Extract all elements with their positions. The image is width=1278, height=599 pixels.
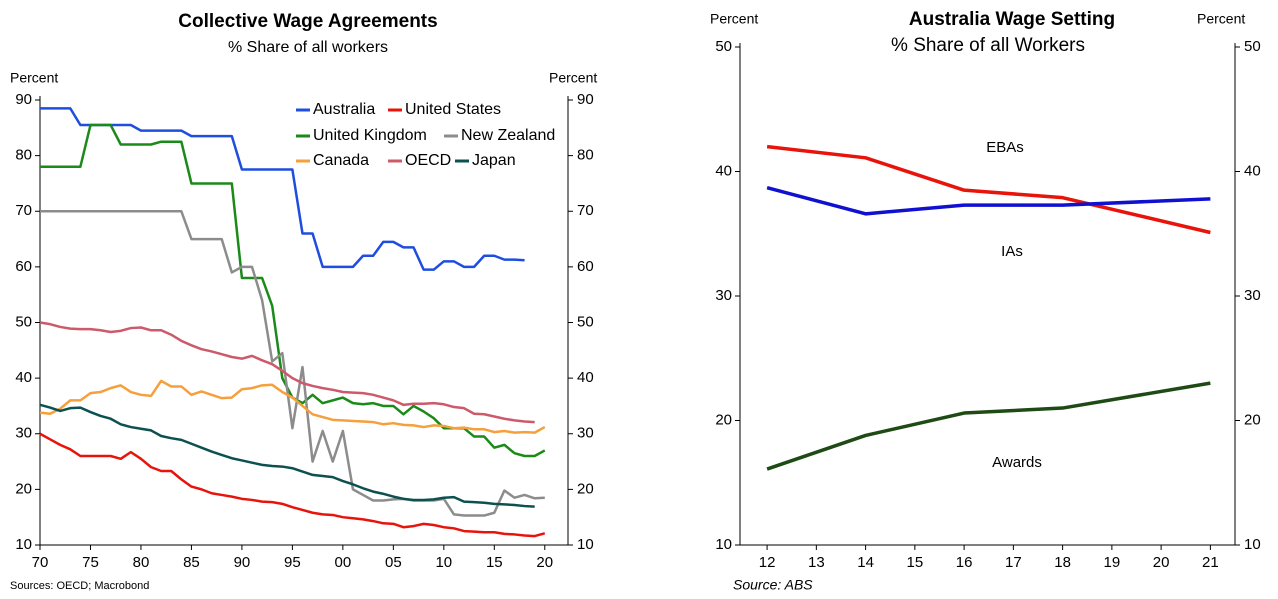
y-tick-label: 30 <box>715 287 732 304</box>
y-tick-label: 90 <box>15 91 32 108</box>
x-tick-label: 20 <box>536 554 553 571</box>
x-tick-label: 10 <box>435 554 452 571</box>
chart-subtitle: % Share of all Workers <box>891 35 1085 56</box>
y2-axis-label: Percent <box>1197 11 1245 27</box>
x-tick-label: 12 <box>759 554 776 571</box>
legend-label: Canada <box>313 152 369 169</box>
x-tick-label: 18 <box>1054 554 1071 571</box>
y2-tick-label: 40 <box>577 369 594 386</box>
chart-title: Collective Wage Agreements <box>178 11 437 32</box>
y-tick-label: 60 <box>15 258 32 275</box>
x-tick-label: 85 <box>183 554 200 571</box>
y2-tick-label: 20 <box>1244 411 1261 428</box>
y2-tick-label: 80 <box>577 147 594 164</box>
series-line <box>39 432 546 538</box>
y2-tick-label: 10 <box>1244 536 1261 553</box>
chart-subtitle: % Share of all workers <box>228 39 388 56</box>
y-tick-label: 30 <box>15 425 32 442</box>
series-line <box>39 403 535 508</box>
y-axis-label: Percent <box>10 70 58 86</box>
legend-label: New Zealand <box>461 127 555 144</box>
legend-label: Australia <box>313 101 375 118</box>
y-tick-label: 10 <box>715 536 732 553</box>
y2-axis-label: Percent <box>549 70 597 86</box>
x-tick-label: 70 <box>32 554 49 571</box>
series-label: IAs <box>1001 243 1023 260</box>
series-label: EBAs <box>986 139 1024 156</box>
series-line <box>40 210 545 517</box>
series-line <box>766 144 1211 235</box>
x-tick-label: 20 <box>1153 554 1170 571</box>
series-line <box>40 107 525 271</box>
series-line <box>39 379 546 434</box>
y2-tick-label: 30 <box>1244 287 1261 304</box>
y-tick-label: 20 <box>715 411 732 428</box>
series-line <box>39 321 535 424</box>
y2-tick-label: 50 <box>577 313 594 330</box>
y2-tick-label: 40 <box>1244 162 1261 179</box>
legend-label: OECD <box>405 152 451 169</box>
x-tick-label: 80 <box>133 554 150 571</box>
x-tick-label: 95 <box>284 554 301 571</box>
x-tick-label: 90 <box>234 554 251 571</box>
y-tick-label: 80 <box>15 147 32 164</box>
y2-tick-label: 10 <box>577 536 594 553</box>
y2-tick-label: 60 <box>577 258 594 275</box>
y2-tick-label: 20 <box>577 480 594 497</box>
x-tick-label: 19 <box>1104 554 1121 571</box>
chart-title: Australia Wage Setting <box>909 9 1115 30</box>
source: Source: ABS <box>733 577 813 593</box>
legend-label: Japan <box>472 152 516 169</box>
x-tick-label: 05 <box>385 554 402 571</box>
x-tick-label: 14 <box>857 554 874 571</box>
y2-tick-label: 90 <box>577 91 594 108</box>
x-tick-label: 21 <box>1202 554 1219 571</box>
x-tick-label: 75 <box>82 554 99 571</box>
x-tick-label: 17 <box>1005 554 1022 571</box>
y-axis-label: Percent <box>710 11 758 27</box>
x-tick-label: 16 <box>956 554 973 571</box>
y-tick-label: 40 <box>715 162 732 179</box>
x-tick-label: 13 <box>808 554 825 571</box>
y2-tick-label: 70 <box>577 202 594 219</box>
y-tick-label: 10 <box>15 536 32 553</box>
x-tick-label: 00 <box>335 554 352 571</box>
y-tick-label: 50 <box>15 313 32 330</box>
x-tick-label: 15 <box>486 554 503 571</box>
series-line <box>766 381 1211 471</box>
legend-label: United States <box>405 101 501 118</box>
legend-label: United Kingdom <box>313 127 427 144</box>
series-label: Awards <box>992 454 1042 471</box>
series-line <box>766 185 1211 216</box>
y-tick-label: 20 <box>15 480 32 497</box>
y-tick-label: 70 <box>15 202 32 219</box>
x-tick-label: 15 <box>907 554 924 571</box>
source: Sources: OECD; Macrobond <box>10 580 149 592</box>
y2-tick-label: 50 <box>1244 38 1261 55</box>
y-tick-label: 50 <box>715 38 732 55</box>
y2-tick-label: 30 <box>577 425 594 442</box>
y-tick-label: 40 <box>15 369 32 386</box>
